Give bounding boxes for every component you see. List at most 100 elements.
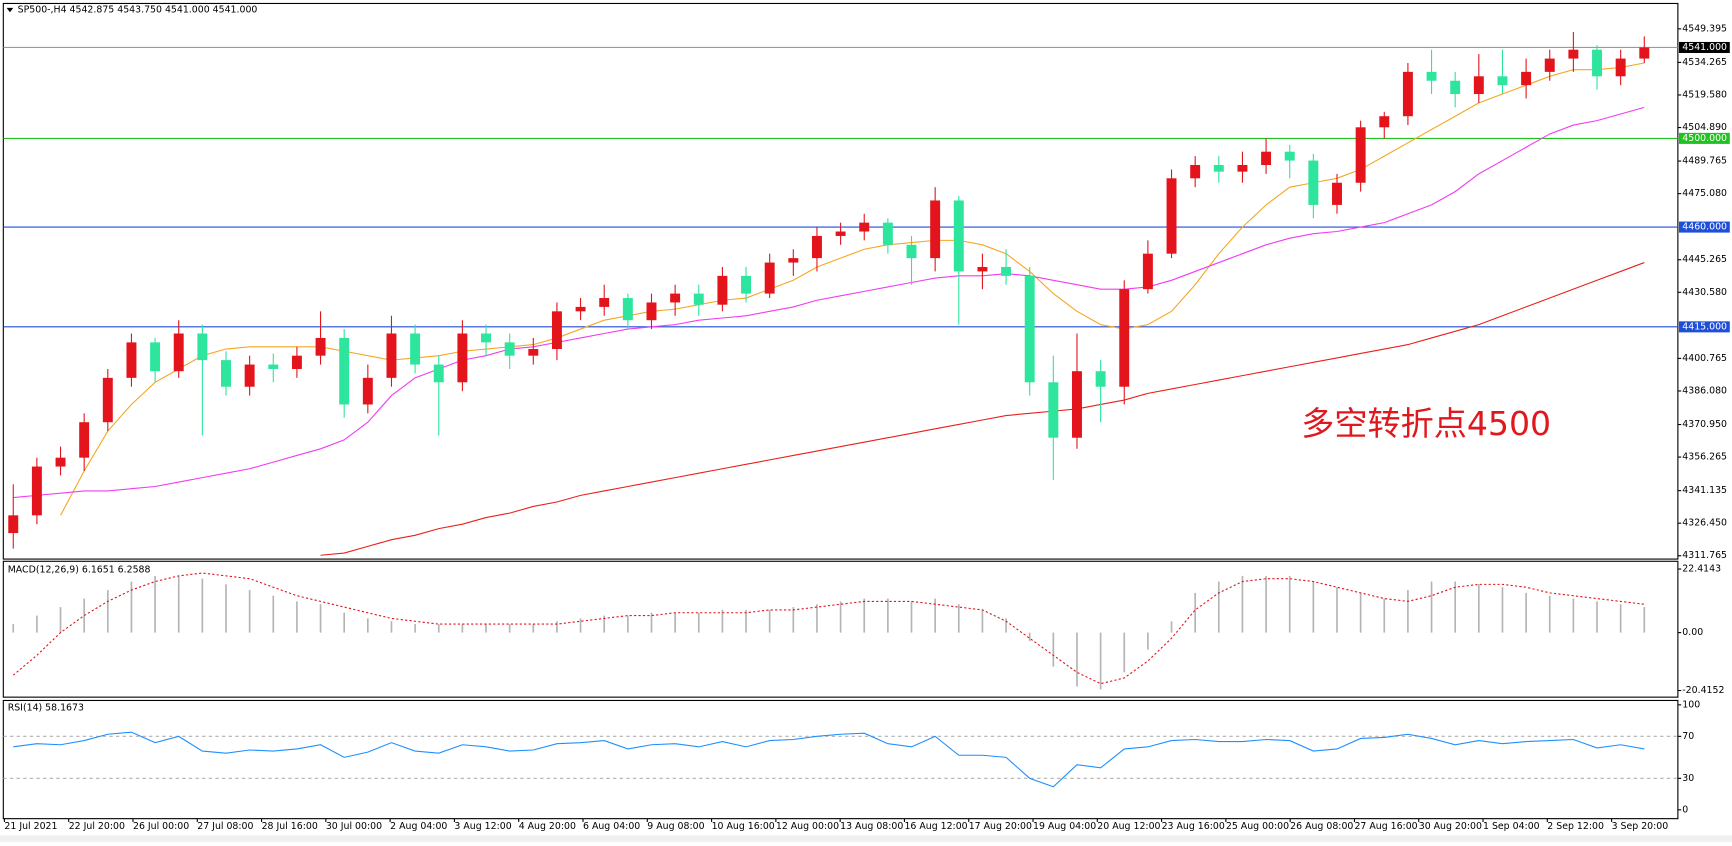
- x-tick-label: 25 Aug 00:00: [1226, 821, 1289, 832]
- candle-body: [31, 466, 42, 516]
- level-label: 4415.000: [1682, 321, 1727, 332]
- candle-body: [1048, 382, 1059, 438]
- x-tick-label: 17 Aug 20:00: [969, 821, 1032, 832]
- candle-body: [481, 333, 491, 343]
- x-tick-label: 28 Jul 16:00: [262, 821, 318, 832]
- symbol-header: SP500-,H4 4542.875 4543.750 4541.000 454…: [18, 5, 258, 16]
- candle-body: [835, 231, 846, 236]
- y-tick-label: 4504.890: [1682, 122, 1727, 133]
- candle-body: [386, 333, 397, 378]
- x-tick-label: 3 Aug 12:00: [454, 821, 511, 832]
- level-label-bg: [1678, 321, 1730, 333]
- x-tick-label: 4 Aug 20:00: [519, 821, 576, 832]
- candle-body: [811, 235, 822, 259]
- candle-body: [882, 222, 893, 245]
- candle-body: [977, 266, 988, 272]
- moving-average: [320, 262, 1645, 556]
- candle-body: [622, 298, 633, 321]
- y-tick-label: -20.4152: [1682, 685, 1724, 696]
- candle-body: [221, 360, 231, 387]
- candle-body: [291, 355, 302, 369]
- candle-body: [693, 293, 704, 305]
- candle-body: [1355, 127, 1366, 183]
- y-tick-label: 4341.135: [1682, 485, 1727, 496]
- y-tick-label: 4534.265: [1682, 57, 1727, 68]
- candle-body: [1213, 164, 1224, 172]
- candle-body: [1332, 182, 1342, 205]
- candle-body: [1190, 164, 1201, 179]
- y-tick-label: 4311.765: [1682, 550, 1727, 561]
- candle-body: [339, 337, 350, 405]
- candle-body: [55, 457, 66, 467]
- candle-body: [79, 422, 90, 458]
- rsi-line: [13, 731, 1645, 788]
- annotation: 多空转折点4500: [1301, 404, 1551, 443]
- candle-body: [1308, 160, 1319, 205]
- candle-body: [1615, 58, 1626, 77]
- candle-body: [1379, 116, 1390, 128]
- candle-body: [173, 333, 184, 372]
- candle-body: [197, 333, 208, 361]
- x-tick-label: 27 Jul 08:00: [197, 821, 253, 832]
- x-tick-label: 26 Aug 08:00: [1290, 821, 1353, 832]
- candle-body: [8, 515, 19, 534]
- candle-body: [953, 200, 964, 272]
- y-tick-label: 4489.765: [1682, 156, 1727, 167]
- candle-body: [1119, 289, 1130, 387]
- x-tick-label: 9 Aug 08:00: [647, 821, 704, 832]
- y-tick-label: 70: [1682, 731, 1694, 742]
- x-tick-label: 2 Sep 12:00: [1547, 821, 1604, 832]
- candle-body: [1426, 71, 1437, 81]
- x-tick-label: 30 Jul 00:00: [326, 821, 382, 832]
- candle-body: [1001, 266, 1012, 276]
- candle-body: [1450, 80, 1461, 95]
- candle-body: [528, 349, 539, 356]
- candle-body: [1261, 151, 1272, 165]
- candle-body: [599, 298, 610, 307]
- candle-body: [859, 222, 870, 232]
- candle-body: [1166, 178, 1177, 254]
- candle-body: [1568, 49, 1579, 59]
- candle-body: [1402, 71, 1413, 117]
- x-tick-label: 2 Aug 04:00: [390, 821, 447, 832]
- candle-body: [906, 244, 917, 259]
- level-label: 4500.000: [1682, 133, 1727, 144]
- x-tick-label: 12 Aug 00:00: [776, 821, 839, 832]
- dropdown-icon[interactable]: [6, 7, 14, 13]
- x-tick-label: 3 Sep 20:00: [1612, 821, 1669, 832]
- candle-body: [457, 333, 468, 383]
- level-label-bg: [1678, 132, 1730, 144]
- candle-body: [1473, 76, 1484, 95]
- candle-body: [717, 275, 728, 305]
- rsi-header: RSI(14) 58.1673: [8, 703, 84, 714]
- y-tick-label: 100: [1682, 699, 1700, 710]
- candle-body: [1284, 151, 1295, 161]
- x-tick-label: 23 Aug 16:00: [1162, 821, 1225, 832]
- y-tick-label: 0: [1682, 804, 1688, 815]
- candle-body: [741, 275, 752, 294]
- candle-body: [433, 364, 444, 383]
- macd-header: MACD(12,26,9) 6.1651 6.2588: [8, 565, 151, 576]
- candle-body: [244, 364, 255, 387]
- candle-body: [1237, 164, 1248, 172]
- x-tick-label: 16 Aug 12:00: [904, 821, 967, 832]
- y-tick-label: 4549.395: [1682, 23, 1727, 34]
- y-tick-label: 4386.080: [1682, 385, 1727, 396]
- tab-strip: [0, 835, 1732, 842]
- candle-body: [362, 377, 373, 405]
- macd-panel: [2, 560, 1679, 698]
- y-tick-label: 4370.950: [1682, 419, 1727, 430]
- candle-body: [1497, 76, 1508, 86]
- candle-body: [670, 293, 681, 303]
- candle-body: [1024, 275, 1035, 383]
- x-tick-label: 22 Jul 20:00: [69, 821, 125, 832]
- x-tick-label: 1 Sep 04:00: [1483, 821, 1540, 832]
- candle-body: [1142, 253, 1153, 290]
- candle-body: [126, 342, 137, 378]
- candle-body: [504, 342, 515, 356]
- y-tick-label: 4519.580: [1682, 89, 1727, 100]
- candle-body: [1072, 371, 1082, 438]
- candle-body: [1521, 71, 1532, 86]
